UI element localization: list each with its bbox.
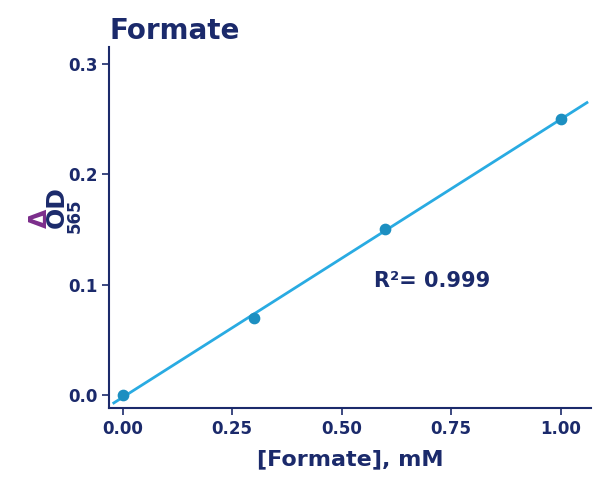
- Point: [556, 115, 565, 123]
- Text: Formate: Formate: [109, 17, 240, 45]
- Point: [249, 314, 259, 322]
- Text: R²= 0.999: R²= 0.999: [375, 271, 491, 291]
- Text: Δ: Δ: [27, 208, 52, 228]
- X-axis label: [Formate], mM: [Formate], mM: [257, 450, 444, 469]
- Text: OD: OD: [44, 186, 69, 228]
- Text: 565: 565: [66, 198, 84, 233]
- Point: [118, 391, 128, 399]
- Point: [381, 226, 390, 233]
